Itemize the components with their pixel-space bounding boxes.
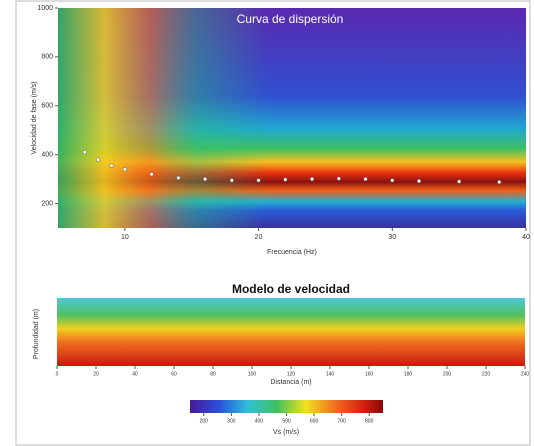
curve-point	[257, 179, 261, 183]
curve-point	[110, 164, 114, 168]
x-axis-label: Frecuencia (Hz)	[267, 249, 317, 256]
x-tick-label: 0	[56, 371, 59, 377]
curve-point	[364, 177, 368, 181]
y-tick-label: 800	[41, 54, 53, 61]
y-axis-label: Profundidad (m)	[33, 309, 40, 359]
x-tick-label: 180	[404, 371, 413, 377]
curve-point	[96, 158, 100, 162]
colorbar-tick-label: 700	[337, 418, 346, 424]
heatmap-overlay	[58, 8, 526, 228]
colorbar	[190, 400, 383, 413]
colorbar-tick-label: 300	[227, 418, 236, 424]
x-tick-label: 140	[326, 371, 335, 377]
curve-point	[417, 179, 421, 183]
x-tick-label: 220	[482, 371, 491, 377]
colorbar-tick-label: 600	[310, 418, 319, 424]
colorbar-label: Vs (m/s)	[273, 429, 299, 436]
x-tick-label: 80	[210, 371, 216, 377]
chart-title: Modelo de velocidad	[232, 282, 350, 296]
curve-point	[310, 177, 314, 181]
y-tick-label: 600	[41, 103, 53, 110]
x-tick-label: 20	[255, 234, 263, 241]
y-tick-label: 1000	[37, 5, 53, 12]
curve-point	[457, 180, 461, 184]
curve-point	[177, 176, 181, 180]
curve-point	[123, 168, 127, 172]
x-tick-label: 40	[522, 234, 530, 241]
chart-title: Curva de dispersión	[237, 12, 344, 26]
figure: Curva de dispersión Frecuencia (Hz) Velo…	[0, 0, 534, 446]
curve-point	[284, 178, 288, 182]
curve-point	[230, 179, 234, 183]
colorbar-tick-label: 800	[365, 418, 374, 424]
x-axis-label: Distancia (m)	[270, 379, 311, 386]
x-tick-label: 30	[388, 234, 396, 241]
curve-point	[337, 177, 341, 181]
x-tick-label: 10	[121, 234, 129, 241]
x-tick-label: 240	[521, 371, 530, 377]
velocity-map	[57, 298, 525, 366]
x-tick-label: 60	[171, 371, 177, 377]
y-axis-label: Velocidad de fase (m/s)	[31, 81, 38, 154]
x-tick-label: 200	[443, 371, 452, 377]
x-tick-label: 100	[248, 371, 257, 377]
curve-point	[497, 180, 501, 184]
colorbar-tick-label: 500	[282, 418, 291, 424]
x-tick-label: 20	[93, 371, 99, 377]
curve-point	[150, 172, 154, 176]
x-tick-label: 40	[132, 371, 138, 377]
x-tick-label: 120	[287, 371, 296, 377]
colorbar-tick-label: 400	[255, 418, 264, 424]
curve-point	[203, 177, 207, 181]
colorbar-tick-label: 200	[200, 418, 209, 424]
y-tick-label: 400	[41, 152, 53, 159]
curve-point	[83, 150, 87, 154]
y-tick-label: 200	[41, 200, 53, 207]
curve-point	[390, 179, 394, 183]
x-tick-label: 160	[365, 371, 374, 377]
